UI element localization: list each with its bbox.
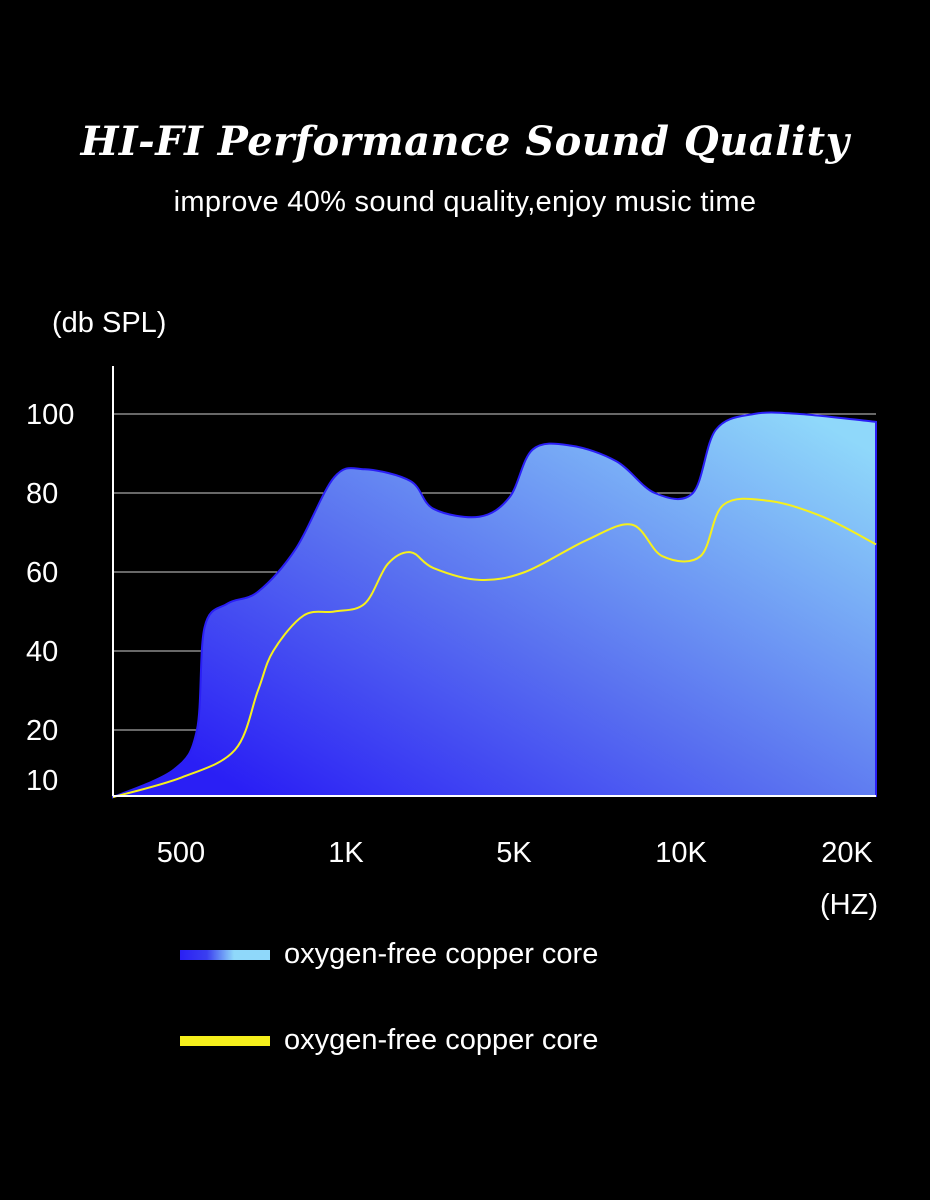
x-tick-label: 10K	[655, 837, 707, 869]
y-tick-label: 20	[26, 715, 58, 747]
y-tick-label: 100	[26, 399, 74, 431]
legend-label: oxygen-free copper core	[284, 1024, 599, 1056]
page-title: HI-FI Performance Sound Quality	[80, 118, 850, 165]
y-tick-label: 60	[26, 557, 58, 589]
axis-layer	[112, 366, 876, 797]
x-tick-label: 1K	[328, 837, 364, 869]
x-tick-labels: 500 1K 5K 10K 20K	[157, 837, 874, 869]
y-tick-label: 10	[26, 765, 58, 797]
legend-label: oxygen-free copper core	[284, 938, 599, 970]
series-area-copper-core	[112, 411, 877, 799]
x-tick-label: 20K	[821, 837, 873, 869]
x-tick-label: 500	[157, 837, 205, 869]
x-tick-label: 5K	[496, 837, 532, 869]
legend-swatch-gradient	[180, 950, 270, 960]
page-subtitle: improve 40% sound quality,enjoy music ti…	[173, 186, 757, 218]
y-tick-labels: 10 20 40 60 80 100	[26, 399, 74, 797]
x-axis-unit-label: (HZ)	[820, 889, 878, 921]
y-tick-label: 40	[26, 636, 58, 668]
series-line-copper-core	[112, 497, 877, 799]
y-axis-label: (db SPL)	[52, 307, 166, 339]
legend-swatch-yellow	[180, 1036, 270, 1046]
y-tick-label: 80	[26, 478, 58, 510]
